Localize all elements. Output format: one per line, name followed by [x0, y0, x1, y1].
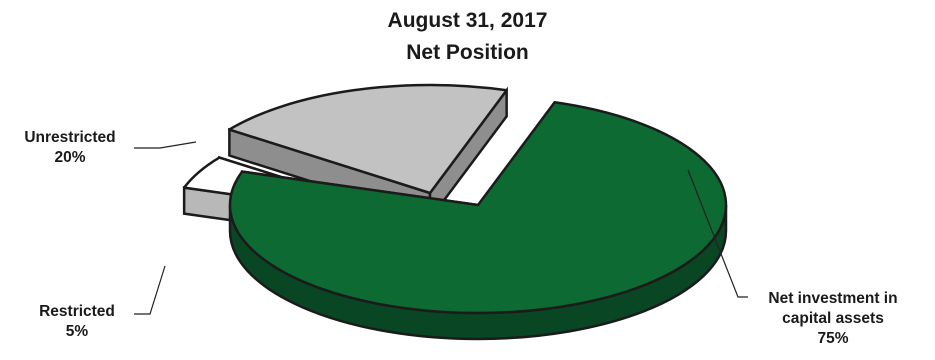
label-unrestricted: Unrestricted 20%: [10, 128, 130, 168]
pie-slice-0: [228, 101, 728, 315]
pie-slice-2: [228, 83, 508, 195]
leader-line-net-investment: [687, 169, 748, 298]
label-unrestricted-name: Unrestricted: [24, 129, 116, 146]
label-net-investment: Net investment in capital assets 75%: [748, 289, 918, 349]
label-net-investment-line2: capital assets: [782, 310, 884, 327]
label-restricted-pct: 5%: [65, 323, 89, 340]
label-restricted: Restricted 5%: [22, 302, 132, 342]
chart-title: August 31, 2017: [387, 9, 548, 32]
label-restricted-name: Restricted: [39, 303, 115, 320]
leader-line-restricted: [134, 265, 166, 315]
leader-line-unrestricted: [134, 141, 197, 149]
chart-subtitle: Net Position: [406, 41, 529, 64]
label-net-investment-line1: Net investment in: [768, 290, 898, 307]
label-net-investment-pct: 75%: [817, 330, 849, 347]
label-unrestricted-pct: 20%: [54, 149, 86, 166]
